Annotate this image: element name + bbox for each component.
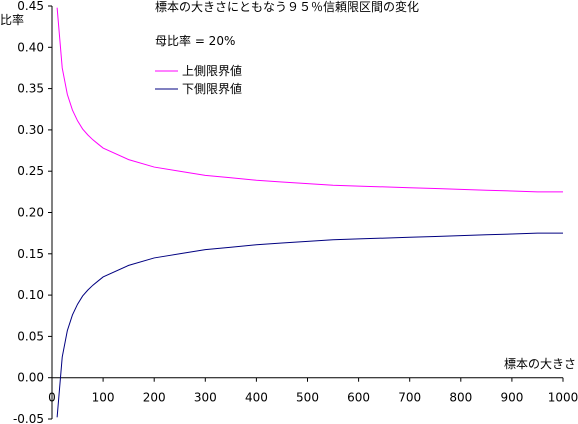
x-tick-label: 800	[449, 391, 472, 405]
x-tick-label: 500	[296, 391, 319, 405]
x-tick-label: 1000	[548, 391, 578, 405]
x-tick-label: 0	[48, 391, 56, 405]
x-tick-label: 700	[398, 391, 421, 405]
x-tick-label: 200	[143, 391, 166, 405]
y-tick-label: 0.20	[17, 206, 44, 220]
y-tick-label: 0.00	[17, 371, 44, 385]
x-tick-label: 900	[500, 391, 523, 405]
chart-subtitle: 母比率 = 20%	[155, 33, 235, 48]
legend-label-lower: 下側限界値	[182, 81, 242, 96]
series-line-1	[56, 232, 563, 418]
y-tick-label: -0.05	[13, 412, 44, 424]
series-line-0	[56, 7, 563, 193]
x-tick-label: 400	[245, 391, 268, 405]
y-tick-label: 0.05	[17, 329, 44, 343]
x-tick-label: 100	[92, 391, 115, 405]
y-tick-label: 0.30	[17, 123, 44, 137]
y-axis-title: 比率	[0, 12, 24, 27]
legend: 上側限界値 下側限界値	[155, 63, 242, 96]
x-tick-label: 300	[194, 391, 217, 405]
x-tick-label: 600	[347, 391, 370, 405]
y-tick-label: 0.35	[17, 82, 44, 96]
legend-label-upper: 上側限界値	[182, 63, 242, 78]
chart-title: 標本の大きさにともなう９５％信頼限区間の変化	[155, 0, 419, 14]
y-tick-label: 0.25	[17, 164, 44, 178]
y-tick-label: 0.45	[17, 0, 44, 13]
axes: -0.05 0.00 0.05 0.10 0.15 0.20 0.25 0.30 0.35 0.4…	[13, 0, 578, 424]
x-axis-title: 標本の大きさ	[504, 357, 576, 371]
series-layer	[56, 7, 563, 418]
y-tick-label: 0.40	[17, 40, 44, 54]
y-tick-label: 0.15	[17, 247, 44, 261]
y-tick-label: 0.10	[17, 288, 44, 302]
